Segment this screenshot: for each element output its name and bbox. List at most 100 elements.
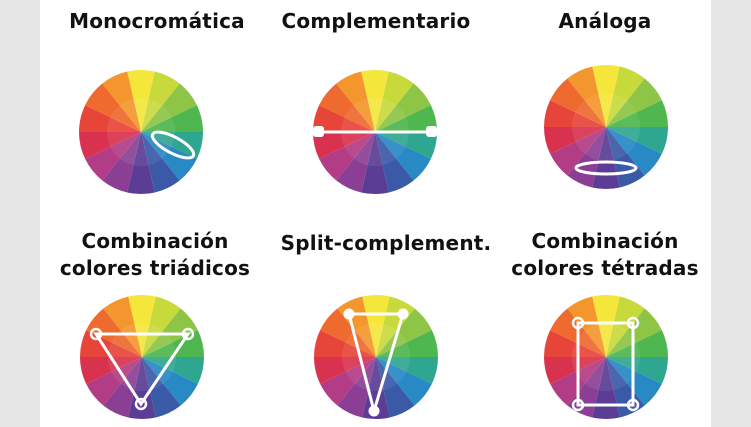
color-wheel-complementary [313,70,437,194]
wheel-center-glow [571,92,641,162]
color-wheel-monochromatic [79,70,203,194]
wheel-segment [375,132,431,181]
wheel-segment [544,330,606,357]
wheel-segment [336,71,375,132]
wheel-segment [141,132,180,193]
wheel-segment [362,295,390,357]
wheel-segment [567,127,606,188]
wheel-segment [606,127,668,154]
wheel-segment [592,65,620,127]
wheel-segment [550,127,606,176]
color-wheel-analogous [544,65,668,189]
wheel-segment [606,100,668,127]
wheel-segment [320,308,376,357]
wheel-segment [592,295,620,357]
wheel-segment [128,295,156,357]
wheel-center-glow [341,322,411,392]
wheel-segment [86,357,142,406]
title-triadic-line2: colores triádicos [59,256,251,280]
wheel-segment [361,70,389,132]
wheel-segment [85,132,141,181]
wheel-segment [79,132,141,159]
marker-ring [571,398,585,412]
triangle-icon [93,332,191,407]
wheel-segment [376,357,432,406]
title-triadic: Combinación colores triádicos [40,228,270,282]
wheel-segment [141,71,180,132]
wheel-segment [376,357,438,384]
wheel-segment [80,357,142,384]
wheel-segment [142,357,198,406]
marker-ring [181,327,195,341]
wheel-segment [319,83,375,132]
color-wheel-triadic [80,295,204,419]
marker-ring [134,397,148,411]
marker-square [426,126,437,137]
wheel-segment [141,132,203,159]
wheel-segment [102,132,141,193]
wheel-center-glow [107,322,177,392]
title-tetradic-line1: Combinación [531,229,679,253]
wheel-segment [142,296,181,357]
wheel-segment [85,83,141,132]
wheel-segment [141,105,203,132]
title-analogous: Análoga [558,9,652,33]
marker-ring [626,398,640,412]
wheel-segment [336,132,375,193]
wheel-segment [375,71,414,132]
title-tetradic-line2: colores tétradas [511,256,699,280]
wheel-center-glow [571,322,641,392]
marker-dot [368,405,380,417]
wheel-segment [319,132,375,181]
title-complementary: Complementario [281,9,471,33]
wheel-segment [141,83,197,132]
wheel-segment [141,132,197,181]
wheel-segment [376,308,432,357]
wheel-segment [361,132,389,194]
marker-ring [89,327,103,341]
title-monochromatic: Monocromática [69,9,245,33]
wheel-segment [142,357,204,384]
marker-ring [571,316,585,330]
wheel-segment [567,296,606,357]
wheel-segment [375,132,414,193]
wheel-segment [362,357,390,419]
wheel-segment [375,132,437,159]
wheel-segment [127,132,155,194]
wheel-segment [606,127,645,188]
ellipse-bottom-icon [574,160,638,176]
wheel-segment [313,132,375,159]
title-tetradic: Combinación colores tétradas [490,228,720,282]
wheel-segment [127,70,155,132]
title-split-complementary: Split-complement. [280,231,492,255]
wheel-segment [550,78,606,127]
wheel-segment [337,357,376,418]
wheel-segment [567,66,606,127]
wheel-segment [606,357,668,384]
wheel-segment [314,330,376,357]
marker-dot [343,308,355,320]
marker-ring [626,316,640,330]
title-triadic-line1: Combinación [81,229,229,253]
wheel-segment [103,357,142,418]
color-wheel-tetradic [544,295,668,419]
wheel-segment [103,296,142,357]
wheel-segment [142,357,181,418]
color-wheel-split-complementary [314,295,438,419]
wheel-segment [606,357,645,418]
wheel-segment [80,330,142,357]
wheel-center-glow [106,97,176,167]
wheel-segment [142,330,204,357]
wheel-segment [544,127,606,154]
rectangle-icon [576,321,635,407]
wheel-segment [606,66,645,127]
wheel-segment [79,105,141,132]
wheel-segment [313,105,375,132]
wheel-segment [606,330,668,357]
wheel-segment [606,127,662,176]
wheel-segment [544,100,606,127]
wheel-segment [375,105,437,132]
wheel-segment [375,83,431,132]
wheel-segment [544,357,606,384]
marker-square [313,126,324,137]
